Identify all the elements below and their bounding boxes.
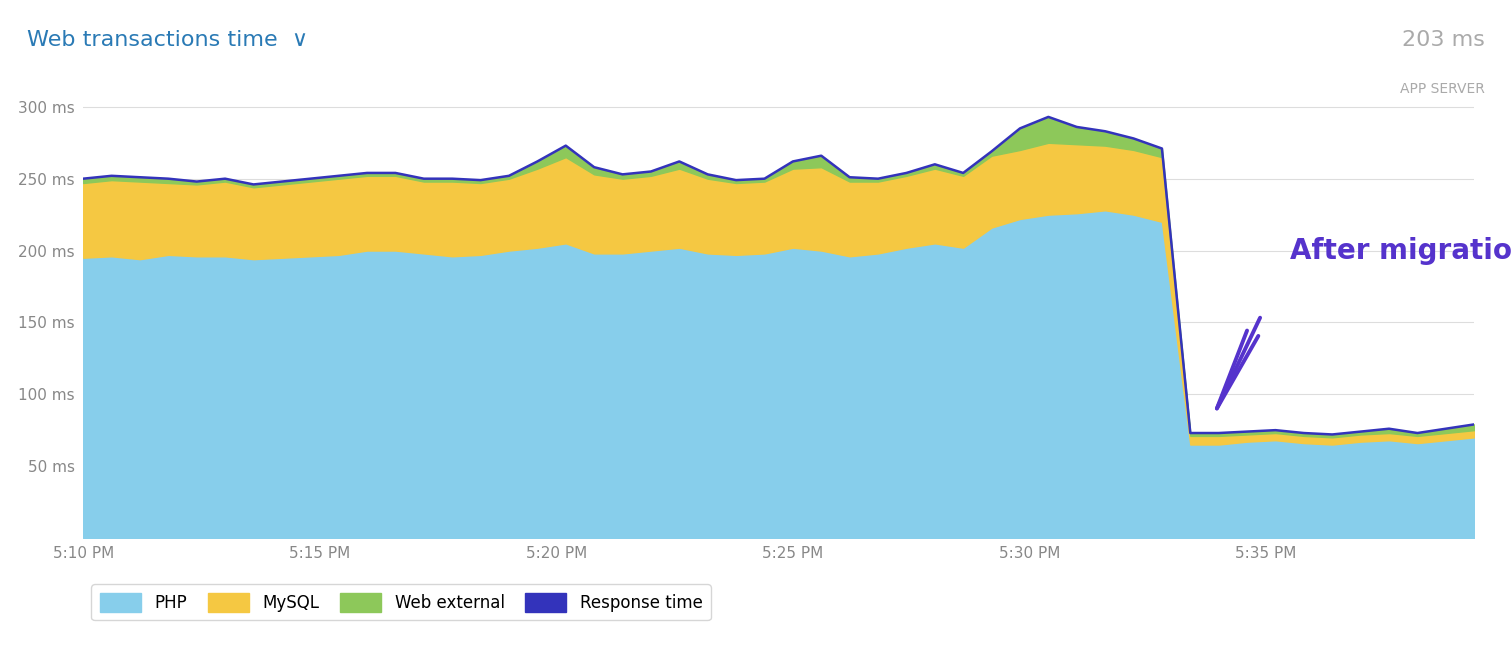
Text: 203 ms: 203 ms bbox=[1402, 30, 1485, 49]
Text: Web transactions time  ∨: Web transactions time ∨ bbox=[27, 30, 308, 49]
Legend: PHP, MySQL, Web external, Response time: PHP, MySQL, Web external, Response time bbox=[92, 584, 711, 620]
Text: APP SERVER: APP SERVER bbox=[1400, 82, 1485, 96]
Text: After migration: After migration bbox=[1290, 237, 1512, 264]
